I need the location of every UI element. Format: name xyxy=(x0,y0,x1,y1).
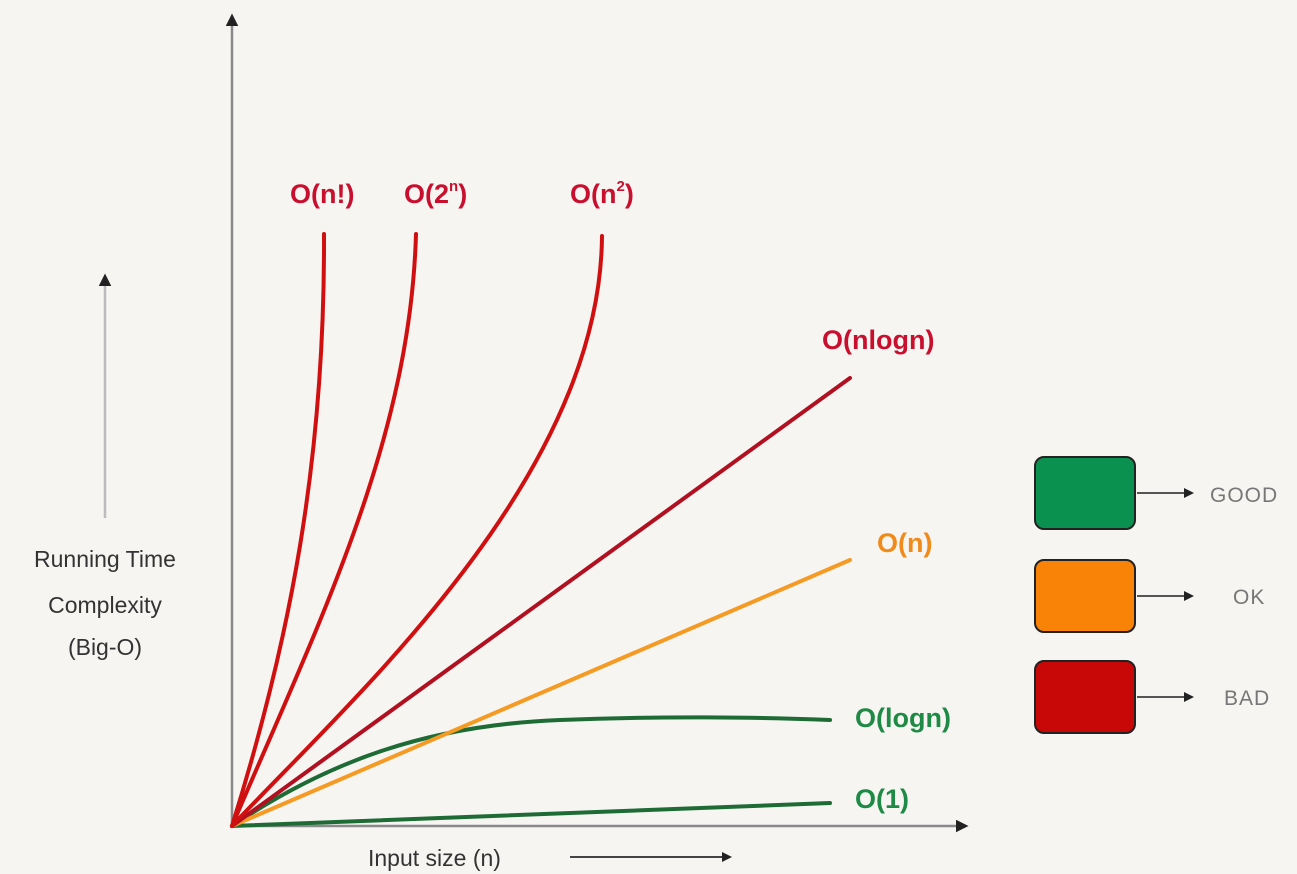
y-axis-label-line-2: Complexity xyxy=(48,592,162,618)
label-linear: O(n) xyxy=(877,528,932,558)
curve-quadratic xyxy=(230,234,604,828)
legend-swatch-good xyxy=(1034,456,1136,530)
curve-factorial xyxy=(230,232,327,828)
curve-logn xyxy=(230,715,832,828)
complexity-curves xyxy=(230,232,852,828)
label-quadratic: O(n2) xyxy=(570,178,634,209)
legend-swatch-ok xyxy=(1034,559,1136,633)
y-axis-label-group: Running Time Complexity (Big-O) xyxy=(34,273,176,660)
curve-exponential xyxy=(230,232,418,828)
y-axis-label-line-1: Running Time xyxy=(34,546,176,572)
label-nlogn: O(nlogn) xyxy=(822,325,934,355)
label-exponential: O(2n) xyxy=(404,178,467,209)
legend: GOOD OK BAD xyxy=(1034,456,1278,734)
axes xyxy=(225,13,969,833)
curve-nlogn xyxy=(230,376,852,828)
label-constant: O(1) xyxy=(855,784,909,814)
x-axis-label: Input size (n) xyxy=(368,845,501,871)
curve-linear xyxy=(230,558,852,828)
label-logn: O(logn) xyxy=(855,703,951,733)
curve-constant xyxy=(230,801,832,828)
legend-swatch-bad xyxy=(1034,660,1136,734)
legend-label-good: GOOD xyxy=(1210,484,1278,507)
x-axis-label-group: Input size (n) xyxy=(368,845,732,871)
label-factorial: O(n!) xyxy=(290,179,354,209)
legend-label-ok: OK xyxy=(1233,586,1265,609)
legend-label-bad: BAD xyxy=(1224,687,1270,710)
y-axis-label-line-3: (Big-O) xyxy=(68,634,142,660)
curve-labels: O(n!) O(2n) O(n2) O(nlogn) O(n) O(logn) … xyxy=(290,178,951,814)
